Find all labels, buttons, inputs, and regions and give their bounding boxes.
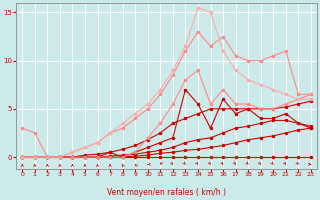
X-axis label: Vent moyen/en rafales ( km/h ): Vent moyen/en rafales ( km/h ): [107, 188, 226, 197]
